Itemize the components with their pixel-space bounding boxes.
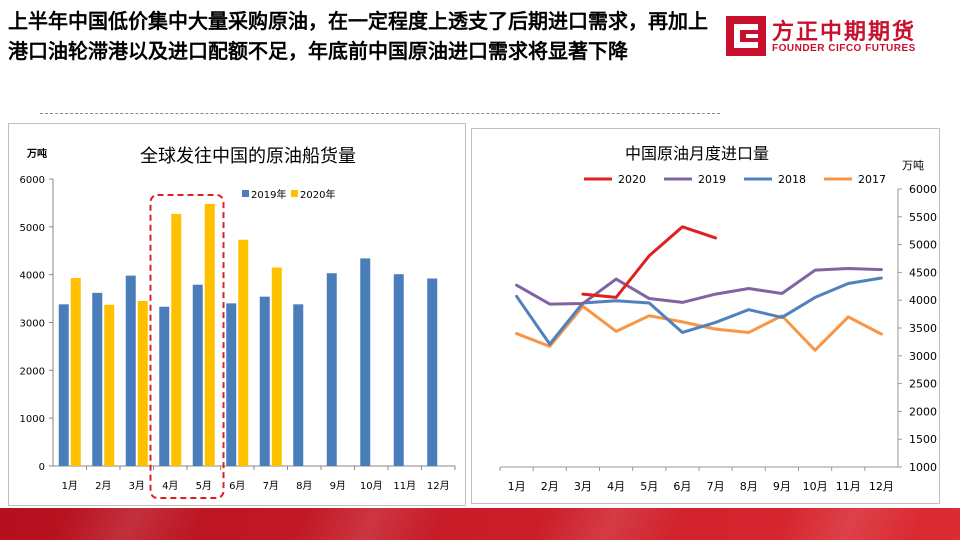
y-tick-label: 5000 — [909, 239, 937, 252]
bar-2020年-1月 — [70, 278, 81, 466]
bar-2020年-6月 — [238, 239, 249, 466]
bar-chart-panel: 全球发往中国的原油船货量 万吨 0 1000 2000 3000 4000 5000 6000 1… — [8, 123, 466, 506]
divider-dashed — [40, 113, 720, 114]
y-tick-label: 4500 — [909, 266, 937, 279]
bar-2020年-4月 — [171, 213, 182, 466]
y-tick-label: 1500 — [909, 433, 937, 446]
x-tick-label: 10月 — [803, 480, 828, 493]
bar-chart: 全球发往中国的原油船货量 万吨 0 1000 2000 3000 4000 5000 6000 1… — [20, 146, 456, 499]
y-tick-label: 1000 — [20, 414, 45, 425]
x-tick-label: 4月 — [607, 480, 625, 493]
y-unit-label: 万吨 — [902, 159, 924, 172]
legend-label: 2019 — [698, 173, 726, 186]
y-tick-label: 2000 — [20, 366, 45, 377]
y-tick-label: 4000 — [20, 271, 45, 282]
x-tick-label: 2月 — [541, 480, 559, 493]
bar-2019年-9月 — [326, 273, 337, 466]
bar-2019年-12月 — [427, 278, 438, 466]
bar-2019年-6月 — [226, 303, 237, 466]
y-tick-label: 5000 — [20, 223, 45, 234]
x-tick-label: 6月 — [229, 480, 245, 492]
bar-2020年-3月 — [137, 300, 148, 466]
y-tick-label: 4000 — [909, 294, 937, 307]
bar-2019年-10月 — [360, 258, 371, 466]
x-tick-label: 1月 — [508, 480, 526, 493]
legend-label: 2018 — [778, 173, 806, 186]
x-tick-label: 5月 — [640, 480, 658, 493]
x-tick-label: 4月 — [162, 480, 178, 492]
x-tick-label: 8月 — [296, 480, 312, 492]
company-logo: 方正中期期货 FOUNDER CIFCO FUTURES — [726, 14, 954, 60]
x-tick-label: 3月 — [129, 480, 145, 492]
x-tick-label: 2月 — [95, 480, 111, 492]
y-tick-label: 3000 — [909, 350, 937, 363]
legend-label: 2020年 — [300, 188, 335, 201]
legend-label: 2017 — [858, 173, 886, 186]
y-tick-label: 1000 — [909, 461, 937, 474]
bar-2019年-8月 — [293, 304, 304, 466]
x-tick-label: 9月 — [330, 480, 346, 492]
legend-label: 2019年 — [251, 188, 286, 201]
y-tick-label: 3500 — [909, 322, 937, 335]
x-tick-label: 11月 — [836, 480, 861, 493]
x-tick-label: 7月 — [707, 480, 725, 493]
y-tick-label: 6000 — [20, 175, 45, 186]
x-tick-label: 8月 — [740, 480, 758, 493]
bar-2019年-3月 — [125, 275, 136, 466]
logo-mark-icon — [726, 16, 766, 56]
y-tick-label: 2000 — [909, 405, 937, 418]
y-tick-label: 5500 — [909, 211, 937, 224]
series-line-2018 — [515, 276, 883, 346]
footer-bar — [0, 508, 960, 540]
x-tick-label: 12月 — [869, 480, 894, 493]
x-tick-label: 11月 — [393, 480, 416, 492]
x-tick-label: 10月 — [360, 480, 383, 492]
bar-2019年-2月 — [92, 292, 103, 466]
x-tick-label: 7月 — [263, 480, 279, 492]
x-tick-label: 3月 — [574, 480, 592, 493]
line-chart-panel: 中国原油月度进口量万吨 1000 1500 2000 2500 3000 3500 4000 4… — [471, 128, 940, 504]
y-tick-label: 2500 — [909, 378, 937, 391]
bar-2020年-7月 — [271, 267, 282, 466]
highlight-box — [149, 194, 225, 499]
legend-swatch-2019年 — [242, 190, 249, 197]
bar-2020年-5月 — [204, 203, 215, 466]
logo-text-cn: 方正中期期货 — [772, 20, 917, 45]
chart-title: 中国原油月度进口量 — [625, 144, 769, 163]
legend-swatch-2020年 — [291, 190, 298, 197]
y-tick-label: 0 — [39, 462, 45, 473]
x-tick-label: 1月 — [62, 480, 78, 492]
series-line-2017 — [515, 304, 883, 352]
bar-2019年-1月 — [58, 304, 69, 466]
headline: 上半年中国低价集中大量采购原油，在一定程度上透支了后期进口需求，再加上港口油轮滞… — [8, 9, 708, 63]
x-tick-label: 9月 — [773, 480, 791, 493]
x-tick-label: 12月 — [427, 480, 450, 492]
x-tick-label: 6月 — [673, 480, 691, 493]
y-unit-label: 万吨 — [26, 147, 47, 160]
bar-2019年-4月 — [159, 306, 170, 466]
y-tick-label: 3000 — [20, 319, 45, 330]
x-tick-label: 5月 — [196, 480, 212, 492]
bar-2020年-2月 — [104, 304, 115, 466]
bar-2019年-11月 — [393, 274, 404, 466]
logo-text-en: FOUNDER CIFCO FUTURES — [772, 43, 916, 54]
series-line-2020 — [581, 225, 718, 299]
bar-2019年-7月 — [259, 296, 270, 466]
chart-title: 全球发往中国的原油船货量 — [140, 146, 356, 167]
series-line-2019 — [515, 267, 883, 306]
legend-label: 2020 — [618, 173, 646, 186]
bar-2019年-5月 — [192, 284, 203, 466]
y-tick-label: 6000 — [909, 183, 937, 196]
